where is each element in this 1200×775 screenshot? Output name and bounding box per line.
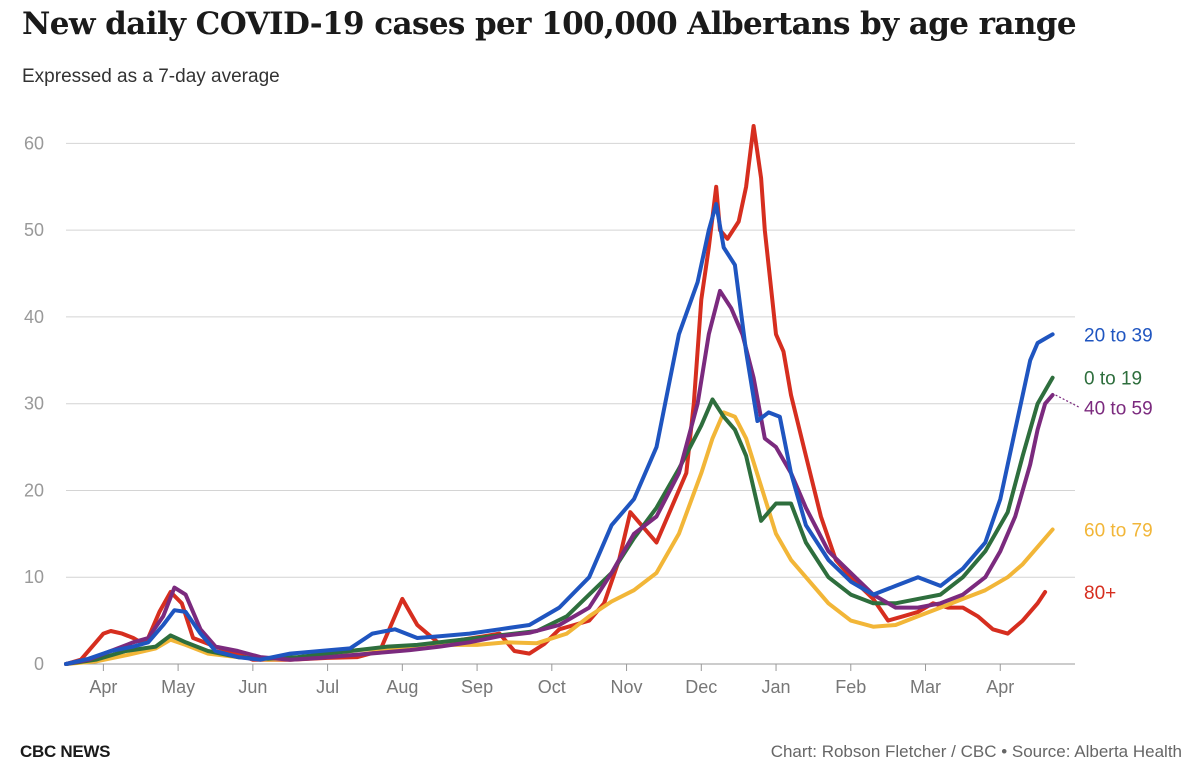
source-credit: Chart: Robson Fletcher / CBC • Source: A… <box>770 742 1182 761</box>
chart-subtitle: Expressed as a 7-day average <box>22 66 280 87</box>
series-line-20-to-39 <box>64 202 1055 666</box>
x-tick-label: Jun <box>238 677 267 697</box>
y-tick-label: 40 <box>24 307 44 327</box>
y-tick-label: 10 <box>24 567 44 587</box>
y-tick-label: 20 <box>24 480 44 500</box>
y-tick-label: 30 <box>24 394 44 414</box>
series-labels: 20 to 39 0 to 19 40 to 59 60 to 79 80+ <box>1055 325 1153 604</box>
brand-logo: CBC NEWS <box>20 742 111 761</box>
series-label-leader <box>1055 394 1081 409</box>
x-tick-label: Dec <box>685 677 717 697</box>
x-tick-label: May <box>161 677 195 697</box>
x-tick-label: Oct <box>538 677 566 697</box>
grid-lines <box>66 142 1075 665</box>
x-tick-label: Apr <box>89 677 117 697</box>
x-tick-label: Aug <box>386 677 418 697</box>
series-label-60-to-79: 60 to 79 <box>1084 521 1153 542</box>
series-lines <box>64 124 1055 666</box>
x-tick-label: Jan <box>762 677 791 697</box>
series-line-40-to-59 <box>64 288 1055 666</box>
series-label-80-: 80+ <box>1084 583 1116 604</box>
y-tick-label: 50 <box>24 220 44 240</box>
x-tick-label: Sep <box>461 677 493 697</box>
x-tick-label: Jul <box>316 677 339 697</box>
series-label-20-to-39: 20 to 39 <box>1084 325 1153 346</box>
y-axis-ticks: 0 10 20 30 40 50 60 <box>24 133 44 674</box>
series-label-40-to-59: 40 to 59 <box>1084 399 1153 420</box>
x-tick-label: Feb <box>835 677 866 697</box>
series-label-0-to-19: 0 to 19 <box>1084 369 1142 390</box>
y-tick-label: 60 <box>24 133 44 153</box>
x-tick-label: Apr <box>986 677 1014 697</box>
x-axis-ticks: Apr May Jun Jul Aug Sep Oct Nov Dec Jan Feb Mar Apr <box>89 664 1014 697</box>
x-tick-label: Mar <box>910 677 941 697</box>
chart-title: New daily COVID-19 cases per 100,000 Alb… <box>22 6 1077 42</box>
y-tick-label: 0 <box>34 654 44 674</box>
x-tick-label: Nov <box>611 677 643 697</box>
